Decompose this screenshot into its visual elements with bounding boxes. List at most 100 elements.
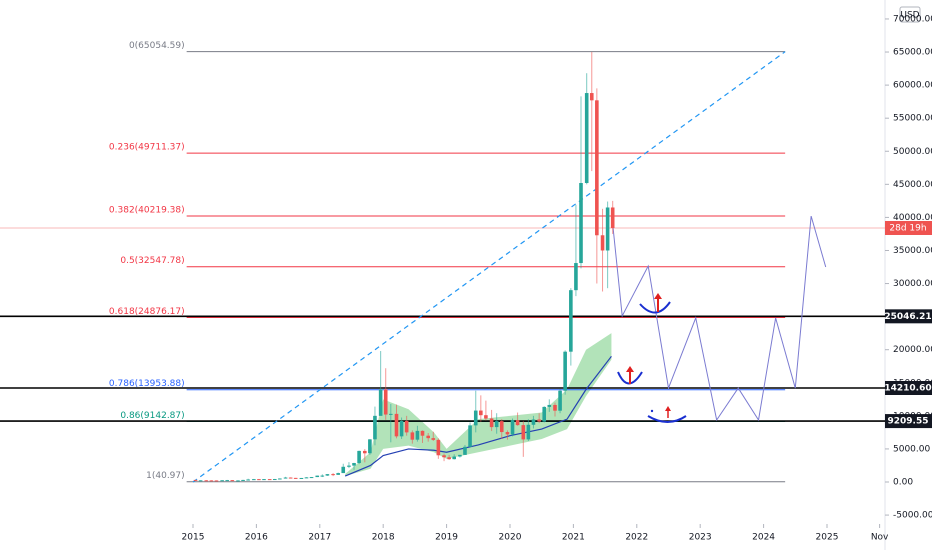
- x-tick-label: 2020: [499, 533, 522, 543]
- price-box: [885, 380, 932, 395]
- candle-body: [584, 93, 589, 184]
- x-tick-label: Nov: [871, 533, 889, 543]
- candle-body: [510, 420, 515, 435]
- candle-body: [526, 424, 531, 440]
- band: [345, 333, 612, 477]
- candle-body: [431, 438, 436, 440]
- candle-body: [605, 207, 610, 251]
- candle-body: [494, 421, 499, 428]
- candle-body: [499, 421, 504, 433]
- candle-body: [610, 207, 615, 228]
- projection: [611, 215, 827, 422]
- candle-body: [304, 477, 309, 479]
- candle-body: [452, 456, 456, 460]
- candle-body: [404, 420, 409, 433]
- candle-body: [420, 430, 425, 436]
- candle-body: [383, 389, 388, 415]
- fib-label: 0.382(40219.38): [109, 205, 185, 215]
- candle-body: [468, 425, 472, 447]
- candle-body: [484, 415, 488, 419]
- y-tick-label: 20000.00: [893, 345, 932, 355]
- y-tick-label: 30000.00: [893, 279, 932, 289]
- y-tick-label: 55000.00: [893, 114, 932, 124]
- candle-body: [309, 477, 314, 479]
- candle-body: [458, 454, 462, 457]
- x-tick-label: 2024: [752, 533, 775, 543]
- candle-body: [283, 477, 288, 479]
- currency-box[interactable]: [899, 6, 921, 23]
- price-label: 9209.55: [888, 417, 929, 427]
- candle-body: [193, 479, 198, 481]
- candle-body: [220, 480, 224, 482]
- price-box: [885, 414, 932, 429]
- arrow-head: [665, 406, 671, 411]
- candle-body: [463, 446, 467, 455]
- candle-body: [315, 475, 320, 478]
- fib-label: 0.786(13953.88): [109, 379, 185, 389]
- candle-body: [293, 477, 298, 479]
- candle-body: [558, 390, 562, 411]
- candle-body: [410, 432, 415, 440]
- annotations: [617, 293, 687, 423]
- x-tick-label: 2017: [308, 533, 331, 543]
- candle-body: [521, 425, 526, 440]
- fib-label: 0.5(32547.78): [120, 256, 184, 266]
- y-tick-label: 70000.00: [893, 14, 932, 24]
- fib-label: 0(65054.59): [129, 41, 185, 51]
- candle-body: [515, 420, 520, 426]
- candle-body: [341, 466, 346, 474]
- candle-body: [278, 478, 282, 480]
- x-tick-label: 2019: [435, 533, 458, 543]
- fib-label: 0.236(49711.37): [109, 143, 185, 153]
- candle-body: [399, 420, 404, 437]
- candle-body: [415, 430, 420, 440]
- candle-body: [236, 480, 240, 482]
- fib-label: 0.618(24876.17): [109, 307, 185, 317]
- candle-body: [363, 450, 367, 454]
- candle-body: [288, 477, 293, 479]
- countdown-box: [885, 220, 932, 235]
- candle-body: [595, 100, 599, 236]
- candle-body: [241, 479, 245, 481]
- moving-average: [344, 355, 612, 477]
- arc: [639, 301, 671, 314]
- fib-label: 1(40.97): [146, 471, 185, 481]
- candle-body: [531, 419, 536, 425]
- candle-body: [204, 480, 209, 482]
- currency: USD: [900, 11, 919, 21]
- candle-body: [547, 404, 552, 407]
- candle-body: [352, 463, 356, 466]
- fib-label: 0.86(9142.87): [120, 411, 184, 421]
- price-label: 14210.60: [884, 383, 931, 393]
- candle-body: [388, 413, 393, 415]
- candle-body: [252, 479, 256, 481]
- candle-body: [394, 413, 399, 437]
- candle-body: [262, 479, 266, 481]
- candle-body: [553, 404, 557, 411]
- candle-body: [209, 480, 214, 482]
- candle-body: [442, 455, 446, 458]
- arrow-head: [626, 366, 634, 372]
- candle-body: [589, 93, 594, 101]
- dot: [650, 409, 654, 413]
- candle-body: [347, 465, 351, 467]
- candle-body: [214, 480, 219, 482]
- candle-body: [320, 475, 325, 477]
- candle-body: [542, 406, 547, 422]
- y-tick-label: -5000.00: [893, 511, 932, 521]
- x-tick-label: 2025: [816, 533, 839, 543]
- arc: [647, 415, 687, 423]
- x-tick-label: 2021: [562, 533, 585, 543]
- candle-body: [505, 432, 510, 435]
- candle-body: [600, 235, 605, 251]
- candle-body: [579, 183, 583, 264]
- candle-body: [368, 439, 372, 454]
- y-tick-label: 60000.00: [893, 81, 932, 91]
- y-tick-label: 35000.00: [893, 246, 932, 256]
- x-tick-label: 2016: [245, 533, 268, 543]
- candle-body: [198, 480, 203, 482]
- candle-body: [537, 419, 541, 422]
- candle-body: [473, 410, 478, 426]
